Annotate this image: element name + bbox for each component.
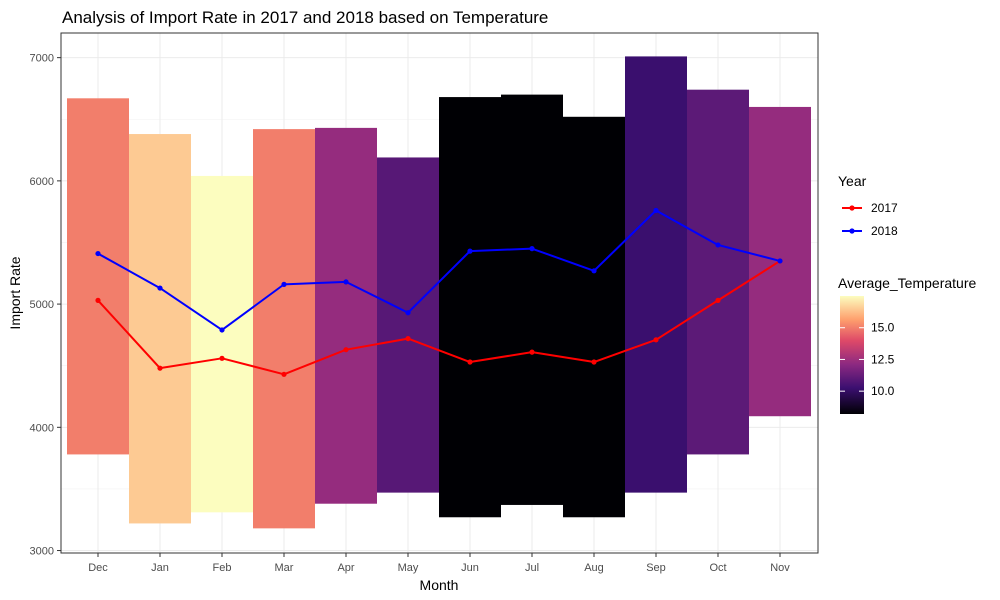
x-axis-title: Month bbox=[420, 577, 459, 593]
legend-label-2017: 2017 bbox=[871, 201, 898, 215]
colorbar-tick-label: 15.0 bbox=[871, 321, 895, 335]
legend-temperature-title: Average_Temperature bbox=[838, 275, 976, 291]
x-tick-label: Aug bbox=[584, 562, 604, 574]
point-2017-apr bbox=[343, 347, 349, 353]
y-axis-title: Import Rate bbox=[7, 256, 23, 329]
bar-dec bbox=[67, 98, 129, 455]
x-tick-label: Sep bbox=[646, 562, 666, 574]
point-2018-apr bbox=[343, 279, 349, 285]
point-2017-may bbox=[405, 335, 411, 342]
bar-jun bbox=[439, 97, 501, 518]
x-tick-label: Dec bbox=[88, 562, 108, 574]
y-tick-label: 5000 bbox=[30, 299, 54, 311]
point-2017-jul bbox=[529, 349, 535, 355]
bar-sep bbox=[625, 56, 687, 493]
legend-key-point-2017 bbox=[849, 205, 855, 211]
point-2017-aug bbox=[591, 359, 597, 365]
point-2018-jul bbox=[529, 246, 535, 252]
point-2017-feb bbox=[219, 355, 225, 361]
bar-apr bbox=[315, 127, 377, 504]
x-tick-label: Mar bbox=[275, 562, 294, 574]
y-tick-label: 4000 bbox=[30, 422, 54, 434]
plot-border bbox=[60, 32, 819, 554]
x-tick-label: Apr bbox=[337, 562, 354, 574]
point-2017-oct bbox=[715, 297, 721, 303]
y-axis: 3000 4000 5000 6000 7000 bbox=[30, 53, 61, 558]
y-tick-label: 7000 bbox=[30, 53, 54, 65]
colorbar-tick-label: 10.0 bbox=[871, 384, 895, 398]
bar-feb bbox=[191, 175, 253, 513]
bar-oct bbox=[687, 89, 749, 455]
legend-temperature: Average_Temperature 10.0 12.5 15.0 bbox=[838, 275, 976, 414]
line-2017 bbox=[97, 260, 781, 376]
point-2018-aug bbox=[591, 268, 597, 274]
temperature-colorbar bbox=[840, 296, 864, 414]
bar-aug bbox=[563, 116, 625, 518]
x-tick-label: Feb bbox=[213, 562, 232, 574]
point-2017-dec bbox=[95, 297, 101, 303]
line-2018 bbox=[97, 209, 781, 331]
x-tick-label: Oct bbox=[709, 562, 726, 574]
point-2018-mar bbox=[281, 281, 287, 287]
x-tick-label: May bbox=[398, 562, 419, 574]
point-2018-oct bbox=[715, 242, 721, 248]
series-points bbox=[95, 207, 783, 377]
bar-jan bbox=[129, 134, 191, 524]
point-2017-mar bbox=[281, 371, 287, 377]
bar-may bbox=[377, 157, 439, 493]
point-2018-may bbox=[405, 310, 411, 316]
point-2018-jan bbox=[157, 285, 163, 291]
point-2018-feb bbox=[219, 327, 225, 333]
point-2017-jun bbox=[467, 359, 473, 365]
x-tick-label: Nov bbox=[770, 562, 790, 574]
x-tick-label: Jan bbox=[151, 562, 169, 574]
colorbar-tick-label: 12.5 bbox=[871, 352, 895, 366]
point-2018-nov bbox=[777, 258, 783, 264]
point-2018-jun bbox=[467, 248, 473, 254]
bar-mar bbox=[253, 129, 315, 529]
legend-year-title: Year bbox=[838, 173, 867, 189]
x-tick-label: Jul bbox=[525, 562, 539, 574]
y-tick-label: 3000 bbox=[30, 546, 54, 558]
bars bbox=[67, 56, 811, 529]
chart-title: Analysis of Import Rate in 2017 and 2018… bbox=[62, 8, 548, 27]
point-2017-jan bbox=[157, 365, 163, 371]
point-2018-dec bbox=[95, 250, 101, 257]
y-tick-label: 6000 bbox=[30, 176, 54, 188]
point-2018-sep bbox=[653, 207, 659, 214]
legend-label-2018: 2018 bbox=[871, 224, 898, 238]
bar-jul bbox=[501, 94, 563, 505]
legend-year: Year 2017 2018 bbox=[838, 173, 898, 238]
x-tick-label: Jun bbox=[461, 562, 479, 574]
point-2017-sep bbox=[653, 337, 659, 343]
series-lines bbox=[97, 209, 781, 376]
x-axis: Dec Jan Feb Mar Apr May Jun Jul Aug Sep Oct Nov bbox=[88, 553, 790, 574]
legend-key-point-2018 bbox=[849, 228, 855, 234]
